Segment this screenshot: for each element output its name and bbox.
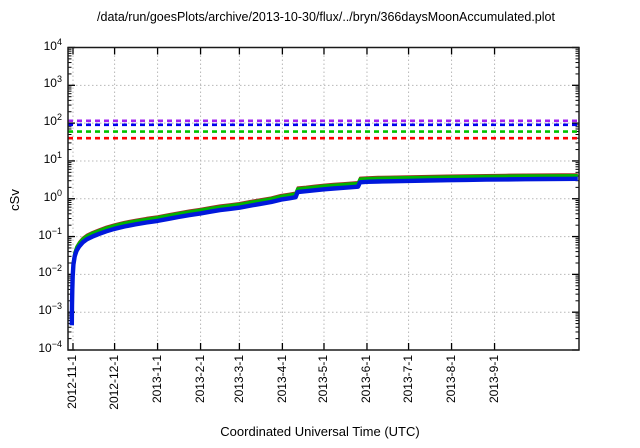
chart-title: /data/run/goesPlots/archive/2013-10-30/f… (97, 10, 555, 24)
x-tick-label: 2013-1-1 (150, 355, 165, 404)
x-tick-label: 2012-12-1 (107, 355, 122, 410)
y-tick-label: 100 (43, 187, 62, 204)
y-tick-label: 10−2 (38, 263, 62, 280)
y-tick-label: 10−1 (38, 225, 62, 242)
x-tick-label: 2013-2-1 (193, 355, 208, 404)
x-axis-label: Coordinated Universal Time (UTC) (220, 424, 420, 439)
plot-border (67, 46, 580, 351)
x-tick-label: 2013-6-1 (359, 355, 374, 404)
y-tick-label: 101 (43, 149, 62, 166)
y-tick-label: 103 (43, 74, 62, 91)
series-accumulated-green (70, 174, 578, 323)
x-tick-label: 2013-5-1 (316, 355, 331, 404)
series-accumulated-blue (69, 176, 578, 326)
x-tick-label: 2013-3-1 (231, 355, 246, 404)
x-tick-label: 2013-8-1 (444, 355, 459, 404)
y-tick-label: 10−4 (38, 339, 62, 355)
y-tick-label: 104 (43, 36, 62, 53)
y-tick-label: 10−3 (38, 301, 62, 318)
x-tick-label: 2013-4-1 (274, 355, 289, 404)
y-tick-label: 102 (43, 112, 62, 129)
x-tick-label: 2013-7-1 (401, 355, 416, 404)
series-accumulated-red (70, 173, 578, 321)
x-tick-label: 2012-11-1 (65, 355, 80, 409)
x-tick-label: 2013-9-1 (487, 355, 502, 404)
